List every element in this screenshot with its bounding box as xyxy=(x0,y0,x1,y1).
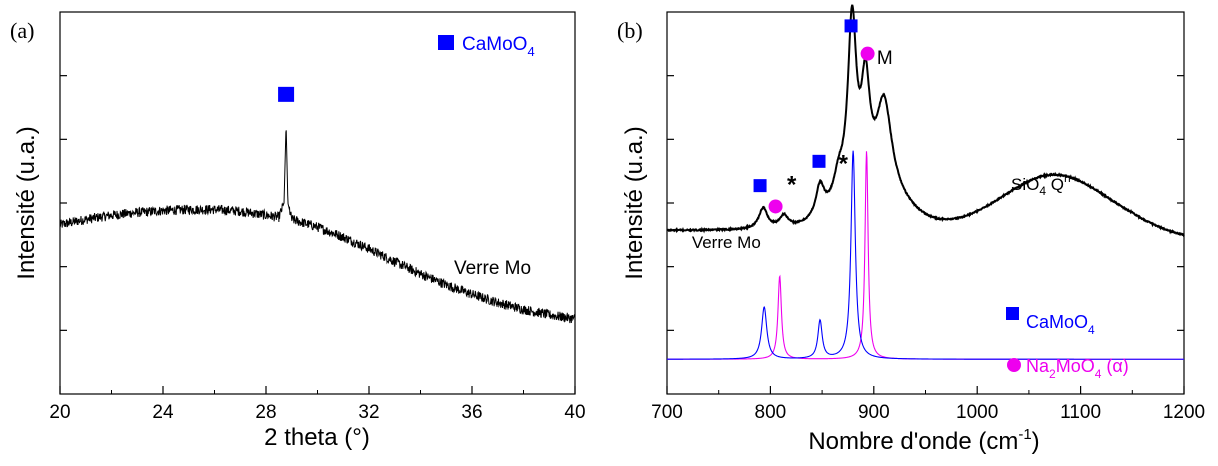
panel-b-x-ticks: 700 800 900 1000 1100 1200 xyxy=(651,386,1205,423)
panel-b-annotations: Verre Mo M * * xyxy=(692,48,893,252)
x-tick-label-b: 1200 xyxy=(1163,402,1205,423)
x-tick-label-a: 20 xyxy=(49,402,70,423)
x-tick-label-b: 1000 xyxy=(956,402,998,423)
camoo4-peak-marker-b xyxy=(753,179,767,193)
legend-label-na2moo4: Na2MoO4 (α) xyxy=(1026,356,1129,381)
na2moo4-peak-marker-b xyxy=(860,46,875,61)
x-tick-label-a: 24 xyxy=(152,402,174,423)
annotation-sio4-qn: SiO4 Qn xyxy=(1011,171,1071,198)
x-tick-label-a: 28 xyxy=(255,402,276,423)
camoo4-peak-marker-a xyxy=(278,86,295,102)
panel-a: (a) 20 24 28 32 36 40 Verre Mo CaMoO4 2 theta… xyxy=(10,11,586,451)
na2moo4-peak-marker-b xyxy=(768,199,783,214)
y-axis-label-b: Intensité (u.a.) xyxy=(621,126,648,279)
x-tick-label-a: 36 xyxy=(461,402,482,423)
legend-marker-camoo4-a xyxy=(438,35,454,50)
x-tick-label-b: 900 xyxy=(858,402,890,423)
camoo4-peak-marker-b xyxy=(844,19,858,33)
annotation-asterisk: * xyxy=(839,151,849,178)
panel-b-label: (b) xyxy=(617,18,643,43)
annotation-verre-mo-a: Verre Mo xyxy=(454,258,531,279)
legend-label-camoo4-b: CaMoO4 xyxy=(1026,312,1095,337)
panel-b-peak-markers xyxy=(753,19,875,214)
panel-a-x-ticks: 20 24 28 32 36 40 xyxy=(49,386,586,423)
x-axis-label-a: 2 theta (°) xyxy=(264,424,370,451)
legend-marker-camoo4-b xyxy=(1006,307,1019,320)
annotation-asterisk: * xyxy=(787,172,797,199)
annotation-m: M xyxy=(877,48,893,69)
panel-a-frame xyxy=(59,11,576,395)
x-tick-label-a: 40 xyxy=(564,402,585,423)
panel-a-label: (a) xyxy=(10,18,34,43)
legend-marker-na2moo4 xyxy=(1007,358,1021,372)
x-axis-label-b: Nombre d'onde (cm-1) xyxy=(808,426,1039,455)
panel-b-frame xyxy=(666,11,1185,395)
panel-b: (b) 700 800 900 1000 1100 1200 Verre Mo M * * Si… xyxy=(617,4,1205,455)
x-tick-label-b: 800 xyxy=(755,402,787,423)
annotation-verre-mo-b: Verre Mo xyxy=(692,233,761,252)
series-line-verre-mo-raman xyxy=(666,4,1185,238)
y-axis-label-a: Intensité (u.a.) xyxy=(13,126,40,279)
panel-a-y-ticks xyxy=(60,75,67,331)
series-line-verre-mo-xrd xyxy=(59,130,576,324)
panel-b-y-ticks xyxy=(667,75,1184,331)
camoo4-peak-marker-b xyxy=(812,154,826,168)
series-line-camoo4 xyxy=(667,150,1184,360)
x-tick-label-b: 700 xyxy=(651,402,683,423)
x-tick-label-a: 32 xyxy=(358,402,379,423)
legend-label-camoo4-a: CaMoO4 xyxy=(462,34,535,59)
series-line-na2moo4 xyxy=(667,151,1184,360)
x-tick-label-b: 1100 xyxy=(1060,402,1101,423)
